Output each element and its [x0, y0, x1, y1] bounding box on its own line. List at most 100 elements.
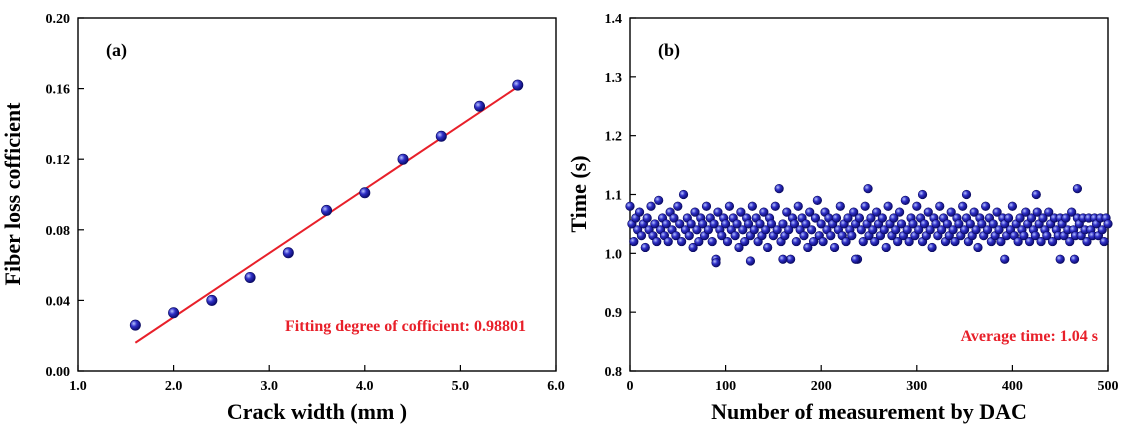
data-point-b [803, 242, 813, 253]
data-point-b [778, 219, 788, 229]
data-point-b [894, 207, 905, 217]
data-point-b [908, 219, 918, 229]
data-point-b [698, 219, 708, 229]
data-point-b [734, 242, 744, 253]
data-point-b [701, 201, 712, 211]
data-point-b [1047, 236, 1058, 247]
data-point-a [359, 187, 371, 199]
y-tick-label-a: 0.00 [46, 365, 71, 380]
data-point-b [1015, 213, 1025, 223]
y-axis-title-a: Fiber loss cofficient [0, 102, 25, 286]
data-point-a [321, 204, 333, 216]
y-tick-label-b: 1.1 [605, 189, 623, 204]
data-point-b [1069, 254, 1080, 264]
data-point-b [858, 236, 868, 247]
x-tick-label-a: 3.0 [260, 379, 278, 394]
data-point-b [671, 231, 681, 241]
marks-b [625, 184, 1113, 268]
data-point-b [942, 219, 952, 229]
data-point-b [791, 236, 801, 247]
data-point-b [891, 225, 901, 235]
data-point-b [950, 236, 960, 247]
data-point-b [761, 225, 771, 235]
data-point-b [634, 207, 645, 217]
data-point-b [736, 207, 746, 217]
data-point-a [512, 79, 524, 91]
panel-label-a: (a) [106, 40, 127, 61]
panel-a: 1.0 2.0 3.0 4.0 5.0 6.0 0.00 0.04 0.08 0.12 0.16 0.… [0, 12, 565, 424]
data-point-b [1036, 236, 1046, 247]
data-point-b [786, 254, 796, 264]
data-point-b [808, 236, 819, 247]
panel-b: 0 100 200 300 400 500 0.8 0.9 1.0 1.1 1.2 1.3 1.4 (b… [566, 12, 1119, 424]
data-point-b [1082, 236, 1092, 247]
data-point-b [816, 219, 826, 229]
x-tick-label-a: 6.0 [547, 379, 565, 394]
x-tick-label-b: 100 [715, 379, 736, 394]
data-point-b [948, 225, 958, 235]
data-point-b [841, 236, 851, 247]
data-point-b [684, 231, 694, 241]
data-point-b [805, 207, 815, 217]
data-point-b [1038, 213, 1048, 223]
data-point-a [168, 307, 180, 319]
data-point-b [1026, 213, 1037, 223]
x-tick-label-b: 0 [627, 379, 634, 394]
y-tick-label-a: 0.20 [46, 12, 71, 27]
data-point-b [724, 201, 735, 211]
y-tick-label-a: 0.08 [46, 224, 71, 239]
data-point-a [244, 271, 256, 283]
data-point-b [982, 225, 993, 235]
data-point-b [642, 213, 652, 223]
x-tick-label-a: 5.0 [452, 379, 470, 394]
data-point-b [914, 225, 924, 235]
data-point-b [778, 254, 788, 264]
data-point-b [784, 225, 794, 235]
data-point-b [759, 207, 769, 217]
data-point-b [912, 201, 922, 211]
data-point-b [889, 213, 899, 223]
y-tick-label-b: 0.9 [605, 306, 623, 321]
average-annotation-b: Average time: 1.04 s [961, 328, 1098, 345]
data-point-b [646, 201, 656, 211]
data-point-b [789, 219, 800, 229]
data-point-b [703, 225, 713, 235]
data-point-b [1103, 219, 1113, 229]
y-tick-label-a: 0.12 [46, 153, 71, 168]
data-point-b [977, 219, 987, 229]
y-tick-label-a: 0.16 [46, 83, 71, 98]
data-point-b [678, 189, 689, 200]
data-point-b [879, 225, 889, 235]
panel-label-b: (b) [658, 40, 680, 61]
data-point-b [992, 207, 1002, 217]
data-point-b [1072, 184, 1083, 194]
data-point-a [397, 153, 409, 165]
data-point-b [896, 219, 907, 229]
data-point-b [1055, 254, 1065, 264]
y-tick-label-b: 1.0 [605, 247, 623, 262]
data-point-b [893, 236, 903, 247]
data-point-b [996, 236, 1006, 247]
data-point-a [474, 100, 486, 112]
plot-frame-a [77, 17, 557, 372]
data-point-b [917, 189, 928, 200]
data-point-b [847, 231, 857, 241]
x-tick-label-b: 200 [811, 379, 832, 394]
data-point-b [1000, 254, 1010, 264]
data-point-b [740, 236, 750, 247]
data-point-b [770, 201, 780, 211]
data-point-b [969, 207, 979, 217]
data-point-b [711, 258, 721, 268]
x-tick-label-b: 300 [906, 379, 927, 394]
x-axis-title-b: Number of measurement by DAC [711, 399, 1027, 424]
data-point-b [755, 219, 765, 229]
data-point-b [722, 236, 733, 247]
data-point-b [877, 213, 887, 223]
data-point-b [994, 225, 1004, 235]
data-point-b [738, 225, 748, 235]
data-point-b [904, 236, 914, 247]
data-point-a [435, 130, 447, 142]
data-point-b [1042, 231, 1052, 241]
data-point-b [717, 231, 727, 241]
